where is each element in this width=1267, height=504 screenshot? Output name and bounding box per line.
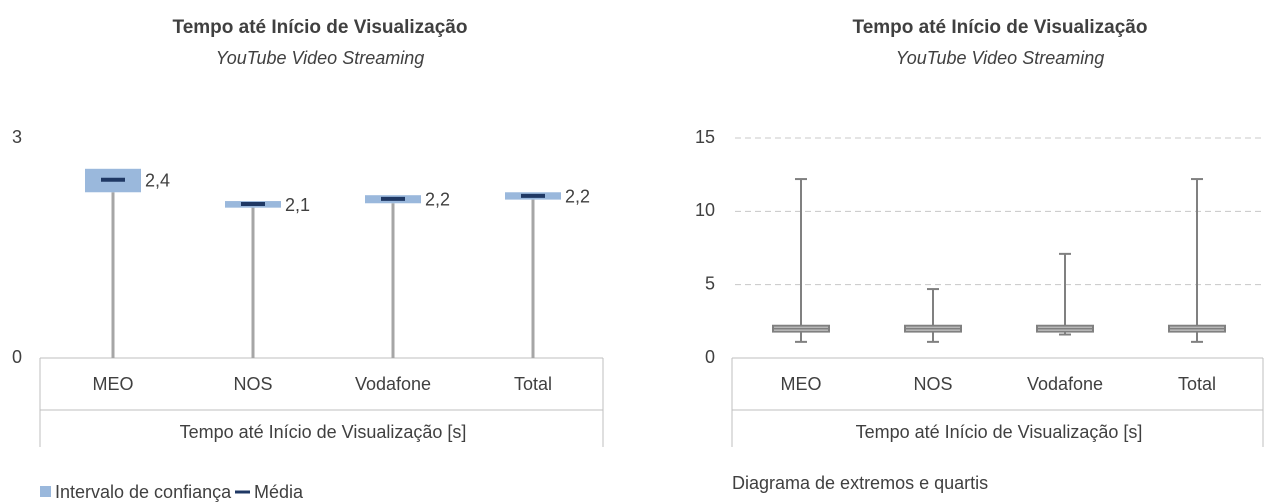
chart-subtitle: YouTube Video Streaming [216, 48, 424, 68]
chart-subtitle: YouTube Video Streaming [896, 48, 1104, 68]
x-tick-label: NOS [913, 374, 952, 394]
chart-note: Diagrama de extremos e quartis [732, 473, 988, 493]
x-tick-label: Total [1178, 374, 1216, 394]
x-axis-title: Tempo até Início de Visualização [s] [856, 422, 1143, 442]
legend-label: Média [254, 482, 304, 502]
legend-label: Intervalo de confiança [55, 482, 232, 502]
y-tick-label: 5 [705, 273, 715, 293]
y-tick-label: 0 [12, 347, 22, 367]
x-tick-label: MEO [780, 374, 821, 394]
y-tick-label: 0 [705, 347, 715, 367]
x-tick-label: NOS [233, 374, 272, 394]
x-tick-label: Vodafone [355, 374, 431, 394]
y-tick-label: 3 [12, 127, 22, 147]
value-label: 2,2 [425, 190, 450, 210]
x-axis-title: Tempo até Início de Visualização [s] [180, 422, 467, 442]
value-label: 2,4 [145, 171, 170, 191]
value-label: 2,1 [285, 195, 310, 215]
chart-title: Tempo até Início de Visualização [853, 17, 1148, 38]
x-tick-label: MEO [92, 374, 133, 394]
y-tick-label: 10 [695, 200, 715, 220]
legend-swatch [40, 486, 51, 497]
x-tick-label: Vodafone [1027, 374, 1103, 394]
y-tick-label: 15 [695, 127, 715, 147]
chart-title: Tempo até Início de Visualização [173, 17, 468, 38]
value-label: 2,2 [565, 187, 590, 207]
x-tick-label: Total [514, 374, 552, 394]
